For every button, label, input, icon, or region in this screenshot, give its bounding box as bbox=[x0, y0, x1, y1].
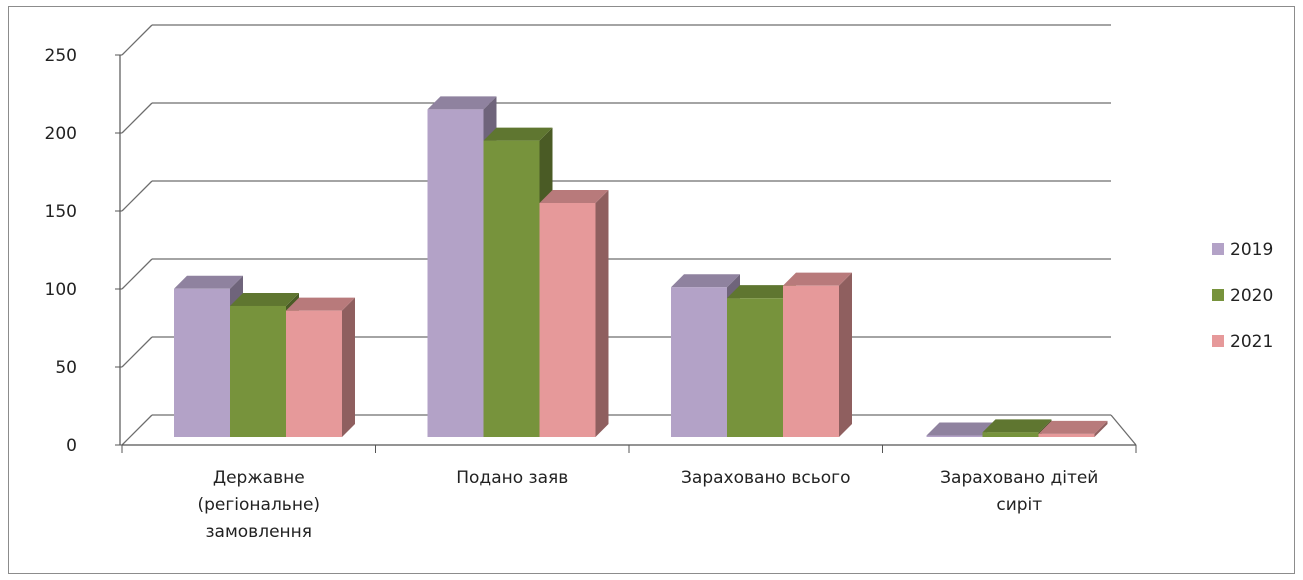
x-category-label-line: Зараховано дітей bbox=[940, 468, 1098, 488]
y-tick-label: 0 bbox=[66, 436, 77, 456]
bar-front bbox=[427, 109, 484, 438]
y-tick-label: 200 bbox=[45, 124, 77, 144]
side-wall-line bbox=[121, 24, 153, 56]
bar-top bbox=[483, 127, 553, 141]
bar-top bbox=[783, 272, 852, 286]
x-category-label-line: сиріт bbox=[996, 495, 1042, 515]
x-category-label-line: замовлення bbox=[206, 522, 312, 542]
chart-frame: 0 50 100 150 200 250 Державне (регіональне) замо… bbox=[8, 6, 1295, 574]
bar-2021-2 bbox=[783, 272, 852, 437]
side-wall-line bbox=[121, 258, 153, 290]
x-category-label: Зараховано всього bbox=[681, 468, 850, 488]
bar-top bbox=[230, 292, 299, 306]
legend-swatch bbox=[1212, 289, 1224, 301]
x-category-label-line: (регіональне) bbox=[197, 495, 320, 515]
bar-front bbox=[286, 310, 342, 437]
x-category-label: Зараховано дітей сиріт bbox=[940, 468, 1098, 515]
bar-front bbox=[783, 285, 839, 437]
bars-layer bbox=[174, 96, 1108, 438]
bar-front bbox=[1038, 433, 1095, 437]
bar-top bbox=[982, 419, 1052, 433]
floor-right-edge bbox=[1110, 414, 1137, 446]
x-category-label-line: Державне bbox=[213, 468, 305, 488]
bar-front bbox=[174, 288, 230, 437]
bar-2021-1 bbox=[539, 190, 609, 437]
side-wall-line bbox=[121, 414, 153, 446]
bar-2021-3 bbox=[1038, 420, 1108, 437]
legend-swatch bbox=[1212, 335, 1224, 347]
bar-side bbox=[1094, 420, 1108, 437]
axis-layer bbox=[115, 54, 1137, 453]
bar-top bbox=[286, 297, 355, 311]
side-wall-line bbox=[121, 336, 153, 368]
bar-front bbox=[982, 432, 1039, 437]
y-tick-label: 100 bbox=[45, 280, 77, 300]
bar-front bbox=[539, 203, 596, 437]
x-category-label-line: Зараховано всього bbox=[681, 468, 850, 488]
y-tick-label: 150 bbox=[45, 202, 77, 222]
bar-side bbox=[839, 272, 852, 437]
bar-top bbox=[727, 285, 796, 299]
y-tick-label: 50 bbox=[55, 358, 77, 378]
bar-top bbox=[1038, 420, 1108, 434]
x-category-label: Державне (регіональне) замовлення bbox=[197, 468, 320, 542]
side-wall-line bbox=[121, 180, 153, 212]
bar-side bbox=[595, 190, 609, 437]
x-category-label-line: Подано заяв bbox=[456, 468, 568, 488]
bar-top bbox=[926, 422, 996, 436]
chart-area: 0 50 100 150 200 250 Державне (регіональне) замо… bbox=[45, 24, 1273, 542]
bar-front bbox=[230, 305, 286, 437]
legend-label: 2019 bbox=[1230, 240, 1273, 260]
bar-front bbox=[727, 298, 783, 437]
bar-top bbox=[671, 274, 740, 288]
legend: 2019 2020 2021 bbox=[1212, 240, 1273, 352]
bar-top bbox=[174, 275, 243, 289]
x-category-label: Подано заяв bbox=[456, 468, 568, 488]
bar-front bbox=[483, 140, 540, 437]
bar-front bbox=[926, 435, 983, 437]
legend-label: 2021 bbox=[1230, 332, 1273, 352]
labels-layer: 0 50 100 150 200 250 Державне (регіональне) замо… bbox=[45, 46, 1099, 542]
bar-front bbox=[671, 287, 727, 437]
bar-side bbox=[342, 297, 355, 437]
bar-2021-0 bbox=[286, 297, 355, 437]
bar-top bbox=[539, 190, 609, 203]
side-wall-line bbox=[121, 102, 153, 134]
y-tick-label: 250 bbox=[45, 46, 77, 66]
bar-top bbox=[427, 96, 497, 110]
legend-label: 2020 bbox=[1230, 286, 1273, 306]
legend-swatch bbox=[1212, 243, 1224, 255]
